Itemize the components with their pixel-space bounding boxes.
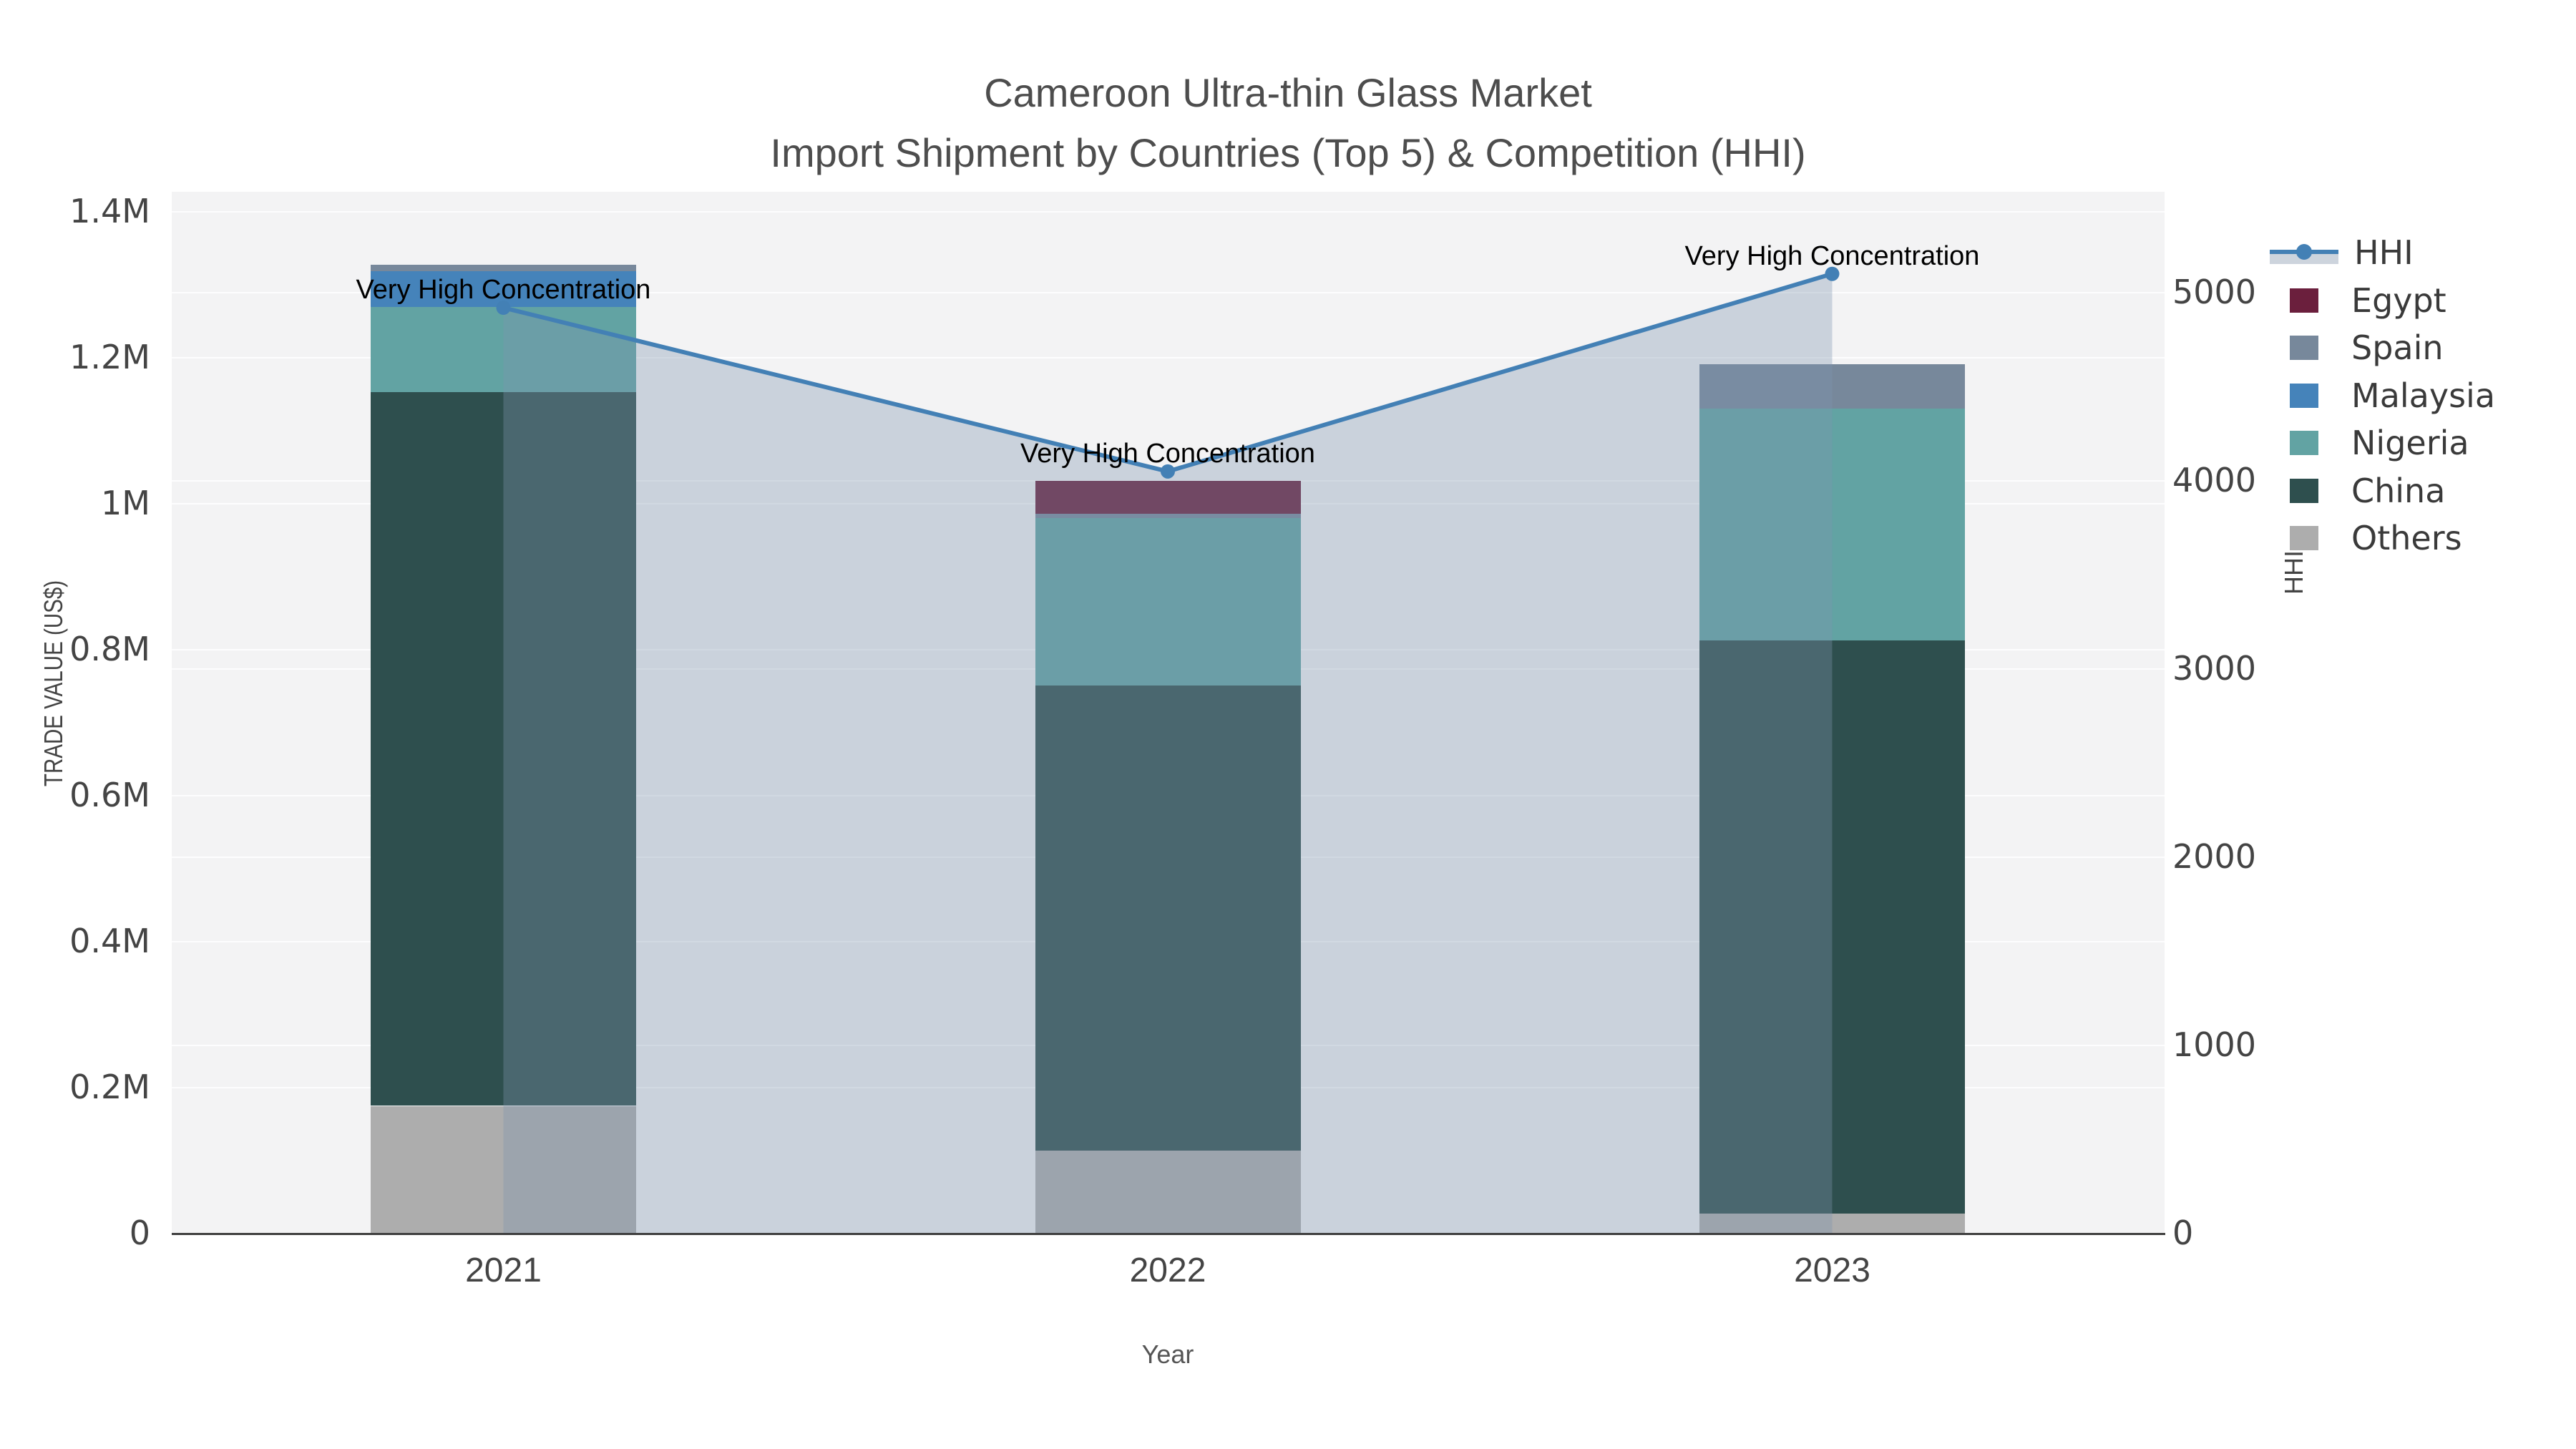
bar-2023-china[interactable] xyxy=(1699,640,1965,1214)
legend-label: HHI xyxy=(2354,233,2414,272)
nigeria-swatch xyxy=(2290,431,2318,455)
right-tick-label: 2000 xyxy=(2172,837,2257,876)
bar-2022-china[interactable] xyxy=(1035,685,1301,1151)
bar-2023-spain[interactable] xyxy=(1699,364,1965,409)
hhi-marker-2022[interactable] xyxy=(1161,464,1175,479)
left-tick-label: 0.2M xyxy=(69,1068,150,1106)
legend-label: Others xyxy=(2351,519,2462,557)
malaysia-swatch xyxy=(2290,383,2318,408)
gridline xyxy=(172,357,2165,358)
right-tick-label: 4000 xyxy=(2172,461,2257,499)
hhi-legend-sample xyxy=(2270,238,2338,267)
right-tick-label: 5000 xyxy=(2172,273,2257,311)
left-tick-label: 1M xyxy=(101,484,150,522)
legend-label: China xyxy=(2351,471,2446,510)
right-tick-label: 0 xyxy=(2172,1214,2194,1252)
bar-2021-china[interactable] xyxy=(371,391,636,1106)
left-tick-label: 0.4M xyxy=(69,922,150,960)
others-swatch xyxy=(2290,526,2318,550)
left-tick-label: 0.6M xyxy=(69,776,150,814)
legend-item-spain[interactable]: Spain xyxy=(2270,330,2444,366)
legend-item-hhi[interactable]: HHI xyxy=(2270,235,2414,270)
hhi-area-fill xyxy=(503,273,1833,1234)
legend-item-nigeria[interactable]: Nigeria xyxy=(2270,425,2469,461)
bar-2022-egypt[interactable] xyxy=(1035,481,1301,514)
right-axis-title: HHI xyxy=(2279,550,2308,595)
bar-2021-others[interactable] xyxy=(371,1106,636,1234)
bar-2022-others[interactable] xyxy=(1035,1150,1301,1234)
legend-item-others[interactable]: Others xyxy=(2270,520,2462,556)
x-tick-2022: 2022 xyxy=(1129,1252,1206,1289)
hhi-marker-2021[interactable] xyxy=(496,301,511,316)
annotation-2023: Very High Concentration xyxy=(1684,240,1980,271)
china-swatch xyxy=(2290,478,2318,503)
x-axis-title: Year xyxy=(1141,1340,1194,1369)
legend-label: Nigeria xyxy=(2351,424,2469,462)
left-tick-label: 1.2M xyxy=(69,338,150,376)
chart-title: Cameroon Ultra-thin Glass Market xyxy=(984,70,1592,115)
x-tick-2023: 2023 xyxy=(1794,1252,1870,1289)
bar-2022-nigeria[interactable] xyxy=(1035,518,1301,686)
legend-item-malaysia[interactable]: Malaysia xyxy=(2270,378,2495,414)
egypt-swatch xyxy=(2290,288,2318,313)
gridline xyxy=(172,480,2165,482)
legend-item-china[interactable]: China xyxy=(2270,473,2445,509)
left-tick-label: 0.8M xyxy=(69,630,150,668)
bar-2023-nigeria[interactable] xyxy=(1699,409,1965,640)
right-tick-label: 1000 xyxy=(2172,1025,2257,1064)
left-tick-label: 0 xyxy=(129,1214,150,1252)
bar-2023-others[interactable] xyxy=(1699,1214,1965,1234)
gridline xyxy=(172,211,2165,213)
chart-subtitle: Import Shipment by Countries (Top 5) & C… xyxy=(770,130,1806,175)
x-axis-line xyxy=(172,1233,2165,1235)
bar-2022-spain[interactable] xyxy=(1035,514,1301,519)
legend-label: Malaysia xyxy=(2351,376,2496,415)
legend-label: Egypt xyxy=(2351,280,2446,320)
annotation-2021: Very High Concentration xyxy=(356,275,651,306)
annotation-2022: Very High Concentration xyxy=(1020,438,1315,469)
right-tick-label: 3000 xyxy=(2172,649,2257,688)
left-tick-label: 1.4M xyxy=(69,192,150,230)
gridline xyxy=(172,292,2165,293)
x-tick-2021: 2021 xyxy=(465,1252,542,1289)
bar-2021-nigeria[interactable] xyxy=(371,306,636,392)
spain-swatch xyxy=(2290,336,2318,360)
bar-2021-spain[interactable] xyxy=(371,265,636,271)
legend-item-egypt[interactable]: Egypt xyxy=(2270,283,2446,318)
left-axis-title: TRADE VALUE (US$) xyxy=(39,580,68,787)
legend-label: Spain xyxy=(2351,328,2444,367)
hhi-marker-2023[interactable] xyxy=(1825,266,1840,281)
